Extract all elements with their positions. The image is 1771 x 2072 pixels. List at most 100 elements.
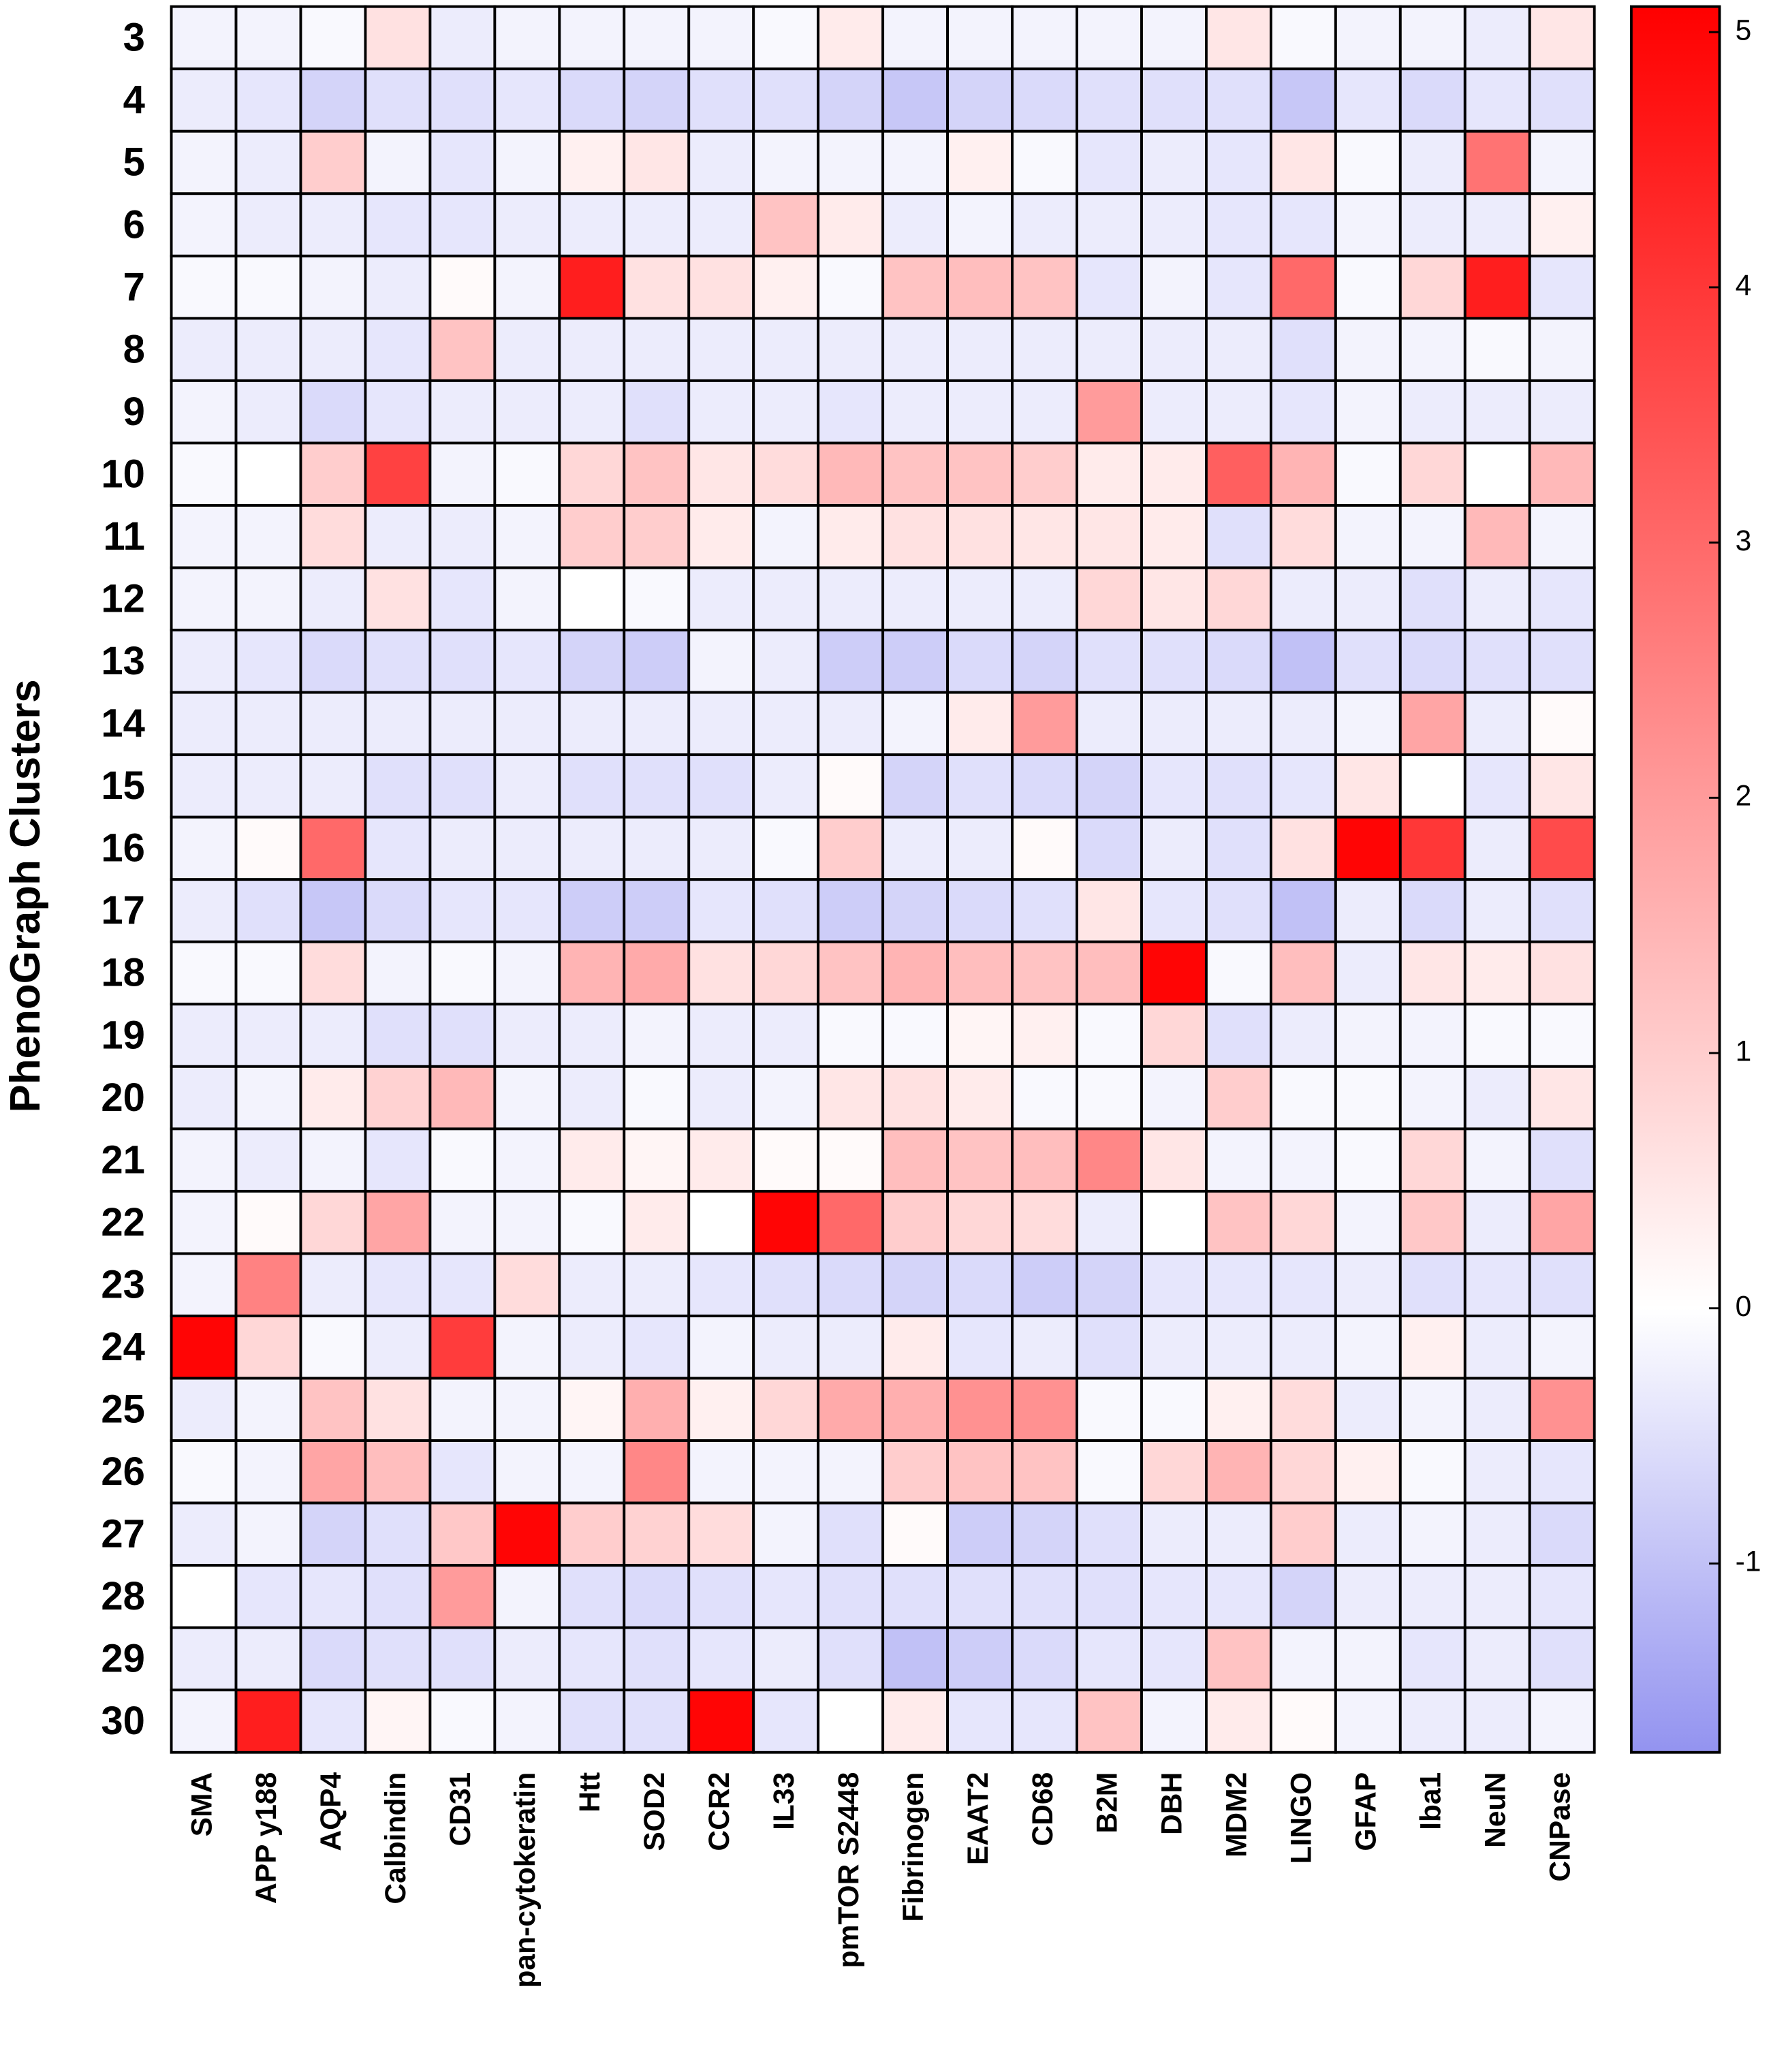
heatmap-cell xyxy=(881,129,950,195)
heatmap-cell xyxy=(234,67,302,133)
row-label: 24 xyxy=(101,1325,145,1369)
heatmap-cell xyxy=(1463,1564,1531,1629)
heatmap-cell xyxy=(428,1252,497,1317)
heatmap-cell xyxy=(881,1689,950,1754)
heatmap-cell xyxy=(299,815,367,881)
heatmap-cell xyxy=(881,1564,950,1629)
heatmap-cell xyxy=(881,1439,950,1505)
heatmap-cell xyxy=(558,379,626,445)
heatmap-cell xyxy=(364,691,432,757)
heatmap-cell xyxy=(364,5,432,71)
heatmap-cell xyxy=(881,67,950,133)
heatmap-cell xyxy=(1205,815,1272,881)
heatmap-cell xyxy=(881,815,950,881)
heatmap-cell xyxy=(1528,441,1596,507)
heatmap-cell xyxy=(881,504,950,569)
heatmap-cell xyxy=(1463,441,1531,507)
heatmap-cell xyxy=(1528,629,1596,694)
heatmap-cell xyxy=(299,1315,367,1380)
heatmap-cell xyxy=(1076,1564,1143,1629)
heatmap-cell xyxy=(558,1689,626,1754)
heatmap-cell xyxy=(1334,504,1402,569)
heatmap-cell xyxy=(1398,67,1467,133)
heatmap-cell xyxy=(1398,1065,1467,1131)
heatmap-cell xyxy=(558,1626,626,1692)
heatmap-cell xyxy=(299,379,367,445)
heatmap-cell xyxy=(752,1189,820,1255)
heatmap-cell xyxy=(558,1439,626,1505)
heatmap-cell xyxy=(817,1127,885,1193)
heatmap-cell xyxy=(1205,940,1272,1006)
heatmap-cell xyxy=(558,129,626,195)
heatmap-cell xyxy=(1011,1189,1078,1255)
heatmap-cell xyxy=(1011,753,1078,819)
heatmap-cell xyxy=(1334,1003,1402,1068)
heatmap-cell xyxy=(364,254,432,320)
heatmap-cell xyxy=(946,691,1014,757)
heatmap-cell xyxy=(170,67,238,133)
heatmap-cell xyxy=(1528,317,1596,382)
heatmap-cell xyxy=(1076,5,1143,71)
heatmap-cell xyxy=(752,1439,820,1505)
heatmap-cell xyxy=(1140,441,1208,507)
heatmap-cell xyxy=(1076,1315,1143,1380)
heatmap-cell xyxy=(1076,691,1143,757)
heatmap-cell xyxy=(234,1564,302,1629)
row-label: 3 xyxy=(123,16,145,60)
heatmap-cell xyxy=(687,379,755,445)
heatmap-cell xyxy=(493,1564,561,1629)
heatmap-cell xyxy=(170,441,238,507)
heatmap-cell xyxy=(1011,1065,1078,1131)
heatmap-cell xyxy=(1011,691,1078,757)
heatmap-cell xyxy=(170,1626,238,1692)
heatmap-cell xyxy=(1205,192,1272,257)
heatmap-cell xyxy=(299,566,367,631)
heatmap-cell xyxy=(752,192,820,257)
heatmap-cell xyxy=(558,441,626,507)
heatmap-cell xyxy=(1334,1439,1402,1505)
heatmap-cell xyxy=(1269,1377,1337,1442)
heatmap-cell xyxy=(817,504,885,569)
heatmap-cell xyxy=(1398,1127,1467,1193)
heatmap-cell xyxy=(1269,67,1337,133)
heatmap-cell xyxy=(1334,129,1402,195)
heatmap-cell xyxy=(1463,1127,1531,1193)
heatmap-cell xyxy=(1334,317,1402,382)
heatmap-cell xyxy=(299,1377,367,1442)
heatmap-cell xyxy=(752,5,820,71)
heatmap-cell xyxy=(299,192,367,257)
row-label: 25 xyxy=(101,1387,145,1431)
heatmap-cell xyxy=(428,1626,497,1692)
heatmap-cell xyxy=(1334,5,1402,71)
heatmap-cell xyxy=(623,815,691,881)
heatmap-cell xyxy=(170,878,238,943)
heatmap-cell xyxy=(623,940,691,1006)
heatmap-cell xyxy=(493,940,561,1006)
heatmap-cell xyxy=(1398,1377,1467,1442)
heatmap-cell xyxy=(170,192,238,257)
column-label: Calbindin xyxy=(379,1772,412,1904)
heatmap-cell xyxy=(1463,1065,1531,1131)
column-label: GFAP xyxy=(1350,1772,1383,1851)
heatmap-cell xyxy=(1140,1003,1208,1068)
heatmap-cell xyxy=(817,1065,885,1131)
heatmap-cell xyxy=(817,317,885,382)
heatmap-cell xyxy=(428,1189,497,1255)
heatmap-cell xyxy=(1528,1252,1596,1317)
heatmap-cell xyxy=(881,1065,950,1131)
heatmap-cell xyxy=(687,192,755,257)
heatmap-cell xyxy=(299,629,367,694)
heatmap-cell xyxy=(1269,940,1337,1006)
heatmap-cell xyxy=(623,1564,691,1629)
heatmap-cell xyxy=(1398,5,1467,71)
heatmap-cell xyxy=(299,504,367,569)
heatmap-cell xyxy=(1463,1626,1531,1692)
heatmap-cell xyxy=(1334,1564,1402,1629)
heatmap-cell xyxy=(1334,566,1402,631)
heatmap-cell xyxy=(752,441,820,507)
heatmap-cell xyxy=(428,254,497,320)
heatmap-cell xyxy=(299,940,367,1006)
colorbar-tick-label: 2 xyxy=(1736,780,1752,813)
heatmap-cell xyxy=(1205,1189,1272,1255)
heatmap-cell xyxy=(1140,317,1208,382)
